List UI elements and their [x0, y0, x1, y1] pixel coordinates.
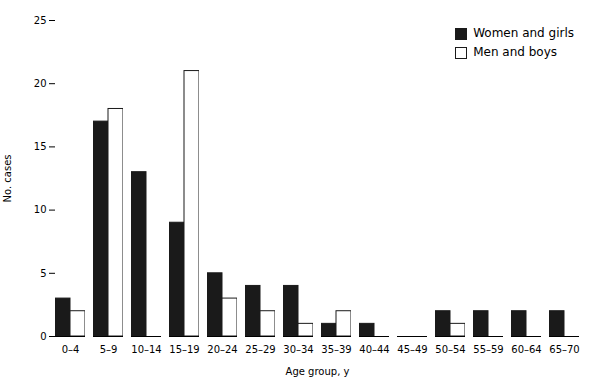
svg-text:65–70: 65–70 [549, 344, 579, 355]
svg-text:25–29: 25–29 [245, 344, 275, 355]
svg-text:45–49: 45–49 [397, 344, 427, 355]
svg-text:20: 20 [34, 78, 47, 89]
svg-text:0: 0 [40, 331, 46, 342]
svg-text:55–59: 55–59 [473, 344, 503, 355]
svg-text:50–54: 50–54 [435, 344, 465, 355]
svg-text:5: 5 [40, 268, 46, 279]
svg-text:15–19: 15–19 [169, 344, 199, 355]
svg-text:25: 25 [34, 15, 47, 26]
svg-text:30–34: 30–34 [283, 344, 313, 355]
html-text:Women and girls: Women and girls [473, 26, 574, 40]
svg-text:35–39: 35–39 [321, 344, 351, 355]
svg-text:40–44: 40–44 [359, 344, 389, 355]
svg-text:0–4: 0–4 [62, 344, 80, 355]
svg-text:10: 10 [34, 204, 47, 215]
svg-text:20–24: 20–24 [207, 344, 237, 355]
svg-text:Age group, y: Age group, y [286, 366, 350, 377]
html-text:Men and boys: Men and boys [473, 45, 557, 60]
svg-text:No. cases: No. cases [2, 155, 13, 203]
svg-text:15: 15 [34, 141, 47, 152]
svg-text:60–64: 60–64 [511, 344, 541, 355]
svg-text:5–9: 5–9 [100, 344, 118, 355]
svg-text:10–14: 10–14 [131, 344, 161, 355]
